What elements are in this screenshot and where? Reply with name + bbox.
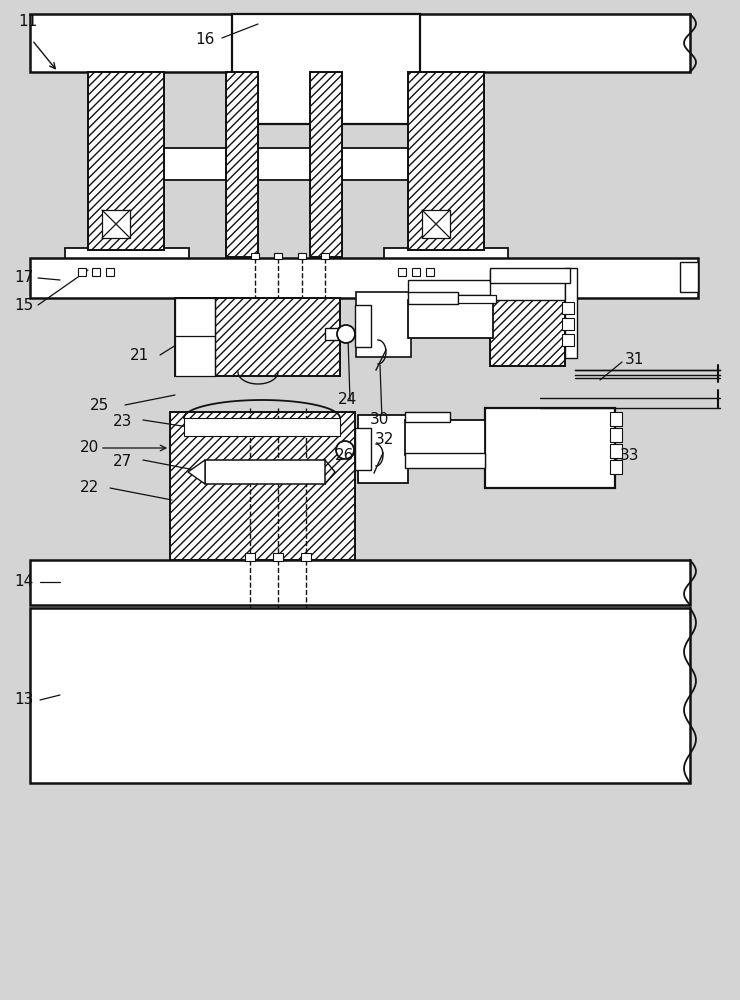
Bar [490,270,565,300]
Bar [301,553,311,561]
Bar [88,72,164,250]
Text: 16: 16 [195,32,215,47]
Bar [102,210,130,238]
Bar [30,560,690,605]
Bar [426,268,434,276]
Bar [412,268,420,276]
Bar [490,298,565,366]
Bar [205,460,325,484]
Bar [175,298,340,376]
Text: 30: 30 [370,412,389,428]
Polygon shape [188,460,205,484]
Bar [490,298,565,366]
Bar [355,428,371,470]
Bar [355,305,371,347]
Bar [325,328,350,340]
Bar [562,302,574,314]
Bar [78,268,86,276]
Text: 23: 23 [113,414,132,430]
Bar [408,292,458,304]
Bar [175,298,215,376]
Text: 20: 20 [80,440,99,456]
Bar [408,72,484,250]
Bar [226,72,258,257]
Bar [226,72,258,257]
Bar [65,248,189,270]
Bar [405,412,450,422]
Bar [408,72,484,250]
Text: 15: 15 [14,298,33,312]
Text: 32: 32 [375,432,394,448]
Bar [310,72,342,257]
Text: 13: 13 [14,692,33,708]
Text: 11: 11 [18,14,37,29]
Bar [562,318,574,330]
Bar [170,412,355,560]
Bar [422,210,450,238]
Bar [232,14,420,124]
Bar [610,412,622,426]
Text: 17: 17 [14,270,33,286]
Bar [458,295,496,303]
Bar [30,258,698,298]
Bar [245,553,255,561]
Bar [274,253,282,259]
Bar [408,300,493,338]
Bar [130,148,432,180]
Text: 22: 22 [80,481,99,495]
Bar [298,253,306,259]
Bar [610,428,622,442]
Bar [184,418,340,436]
Bar [562,334,574,346]
Bar [88,72,164,250]
Bar [610,460,622,474]
Text: 24: 24 [338,392,357,408]
Bar [485,408,615,488]
Text: 14: 14 [14,574,33,589]
Circle shape [336,441,354,459]
Bar [30,14,690,72]
Bar [321,253,329,259]
Text: 26: 26 [335,448,354,462]
Bar [610,444,622,458]
Bar [273,553,283,561]
Bar [106,268,114,276]
Bar [310,72,342,257]
Bar [405,420,485,455]
Bar [358,415,408,483]
Bar [356,292,411,357]
Bar [384,248,508,270]
Text: 27: 27 [113,454,132,470]
Bar [175,298,340,376]
Bar [680,262,698,292]
Bar [92,268,100,276]
Bar [405,453,485,468]
Bar [565,268,577,358]
Circle shape [337,325,355,343]
Bar [398,268,406,276]
Text: 31: 31 [625,353,645,367]
Text: 25: 25 [90,397,110,412]
Bar [251,253,259,259]
Text: 21: 21 [130,348,149,362]
Text: 33: 33 [620,448,639,462]
Bar [170,412,355,560]
Bar [490,268,570,283]
Bar [408,280,498,295]
Bar [30,608,690,783]
